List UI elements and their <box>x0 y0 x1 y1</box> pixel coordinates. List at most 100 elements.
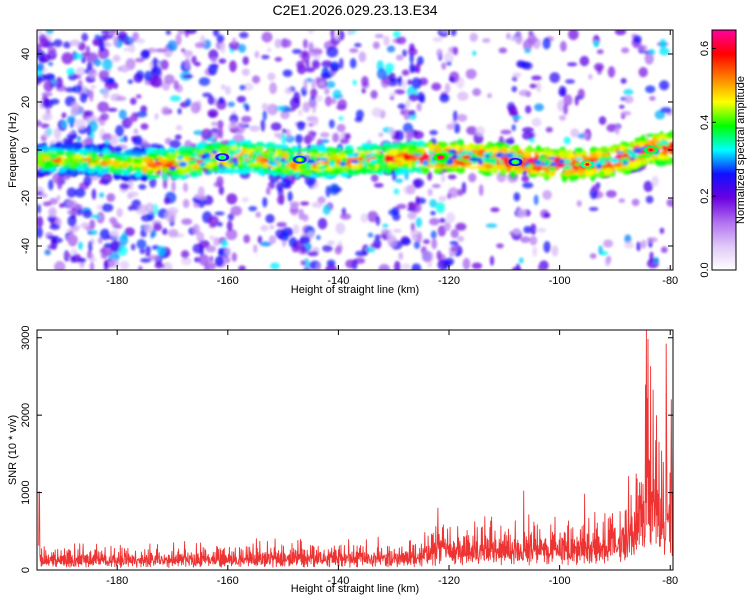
heatmap-cell <box>575 169 584 175</box>
heatmap-cell <box>659 38 667 50</box>
heatmap-cell <box>643 180 654 193</box>
heatmap-cell <box>141 152 148 156</box>
heatmap-cell <box>312 116 319 126</box>
heatmap-cell <box>228 153 235 157</box>
heatmap-cell <box>276 222 287 228</box>
heatmap-cell <box>648 160 654 165</box>
heatmap-cell <box>150 230 155 239</box>
heatmap-cell <box>549 72 561 84</box>
heatmap-cell <box>307 99 318 109</box>
heatmap-cell <box>611 158 620 164</box>
heatmap-cell <box>242 155 249 159</box>
heatmap-cell <box>127 193 134 200</box>
heatmap-cell <box>487 93 493 99</box>
heatmap-cell <box>544 158 551 164</box>
heatmap-cell <box>326 259 336 267</box>
heatmap-cell <box>417 56 424 66</box>
heatmap-cell <box>167 40 178 52</box>
heatmap-cell <box>361 76 369 87</box>
heatmap-cell <box>88 89 94 99</box>
heatmap-cell <box>488 151 494 157</box>
heatmap-cell <box>311 78 317 89</box>
heatmap-cell <box>408 93 419 102</box>
heatmap-cell <box>232 157 238 162</box>
heatmap-cell <box>267 72 276 81</box>
heatmap-cell <box>266 185 271 196</box>
heatmap-cell <box>208 111 217 118</box>
heatmap-cell <box>54 260 66 270</box>
heatmap-cell <box>490 207 500 213</box>
heatmap-cell <box>239 84 246 91</box>
heatmap-cell <box>162 261 173 270</box>
heatmap-cell <box>307 30 314 34</box>
snr-frame <box>36 329 674 571</box>
heatmap-cell <box>624 241 635 249</box>
heatmap-cell <box>446 212 456 224</box>
heatmap-cell <box>591 184 600 192</box>
heatmap-cell <box>211 150 218 155</box>
heatmap-cell <box>169 95 181 102</box>
heatmap-cell <box>214 211 225 216</box>
heatmap-cell <box>315 76 321 84</box>
heatmap-cell <box>513 144 520 152</box>
heatmap-cell <box>105 159 113 165</box>
heatmap-cell <box>88 68 98 79</box>
heatmap-cell <box>636 154 646 159</box>
heatmap-cell <box>201 154 207 160</box>
heatmap-cell <box>182 182 189 193</box>
heatmap-cell <box>467 161 473 166</box>
heatmap-cell <box>457 188 464 197</box>
heatmap-cell <box>577 88 585 100</box>
heatmap-cell <box>543 212 551 219</box>
heatmap-cell <box>229 60 237 73</box>
heatmap-cell <box>218 248 223 256</box>
heatmap-cell <box>357 160 363 164</box>
heatmap-cell <box>179 149 187 155</box>
heatmap-cell <box>120 64 130 73</box>
heatmap-cell <box>452 46 459 56</box>
heatmap-hotspot <box>297 158 302 162</box>
heatmap-cell <box>89 257 97 262</box>
heatmap-cell <box>649 251 654 263</box>
heatmap-cell <box>561 151 569 157</box>
heatmap-cell <box>227 149 236 155</box>
heatmap-cell <box>405 160 411 164</box>
heatmap-cell <box>363 162 369 168</box>
heatmap-cell <box>132 135 143 146</box>
heatmap-cell <box>374 234 381 240</box>
heatmap-cell <box>450 229 459 239</box>
heatmap-cell <box>561 174 568 183</box>
heatmap-cell <box>37 30 43 35</box>
heatmap-cell <box>92 38 101 46</box>
heatmap-cell <box>396 203 407 210</box>
heatmap-cell <box>254 50 260 59</box>
heatmap-cell <box>37 43 42 52</box>
heatmap-cell <box>317 218 328 230</box>
heatmap-cell <box>127 205 134 211</box>
heatmap-cell <box>657 143 663 149</box>
heatmap-cell <box>331 97 337 105</box>
heatmap-cell <box>238 265 246 270</box>
heatmap-cell <box>218 127 224 139</box>
heatmap-hotspot <box>438 155 443 159</box>
heatmap-cell <box>246 139 252 147</box>
heatmap-cell <box>71 74 82 79</box>
heatmap-cell <box>48 207 57 218</box>
heatmap-cell <box>496 243 504 249</box>
colorbar: 0.0 0.2 0.4 0.6 Normalized spectral amplitu… <box>699 29 747 278</box>
heatmap-cell <box>294 171 301 179</box>
heatmap-cell <box>125 156 132 163</box>
heatmap-cell <box>629 141 634 149</box>
heatmap-cell <box>83 175 92 187</box>
heatmap-cell <box>242 56 249 66</box>
heatmap-cell <box>114 160 120 168</box>
heatmap-cell <box>645 85 656 94</box>
heatmap-cell <box>305 78 313 83</box>
heatmap-cell <box>665 266 671 270</box>
heatmap-cell <box>169 139 181 149</box>
heatmap-cell <box>140 105 148 114</box>
heatmap-cell <box>84 166 91 171</box>
heatmap-cell <box>124 40 131 45</box>
heatmap-cell <box>72 253 82 263</box>
heatmap-cell <box>198 77 211 86</box>
